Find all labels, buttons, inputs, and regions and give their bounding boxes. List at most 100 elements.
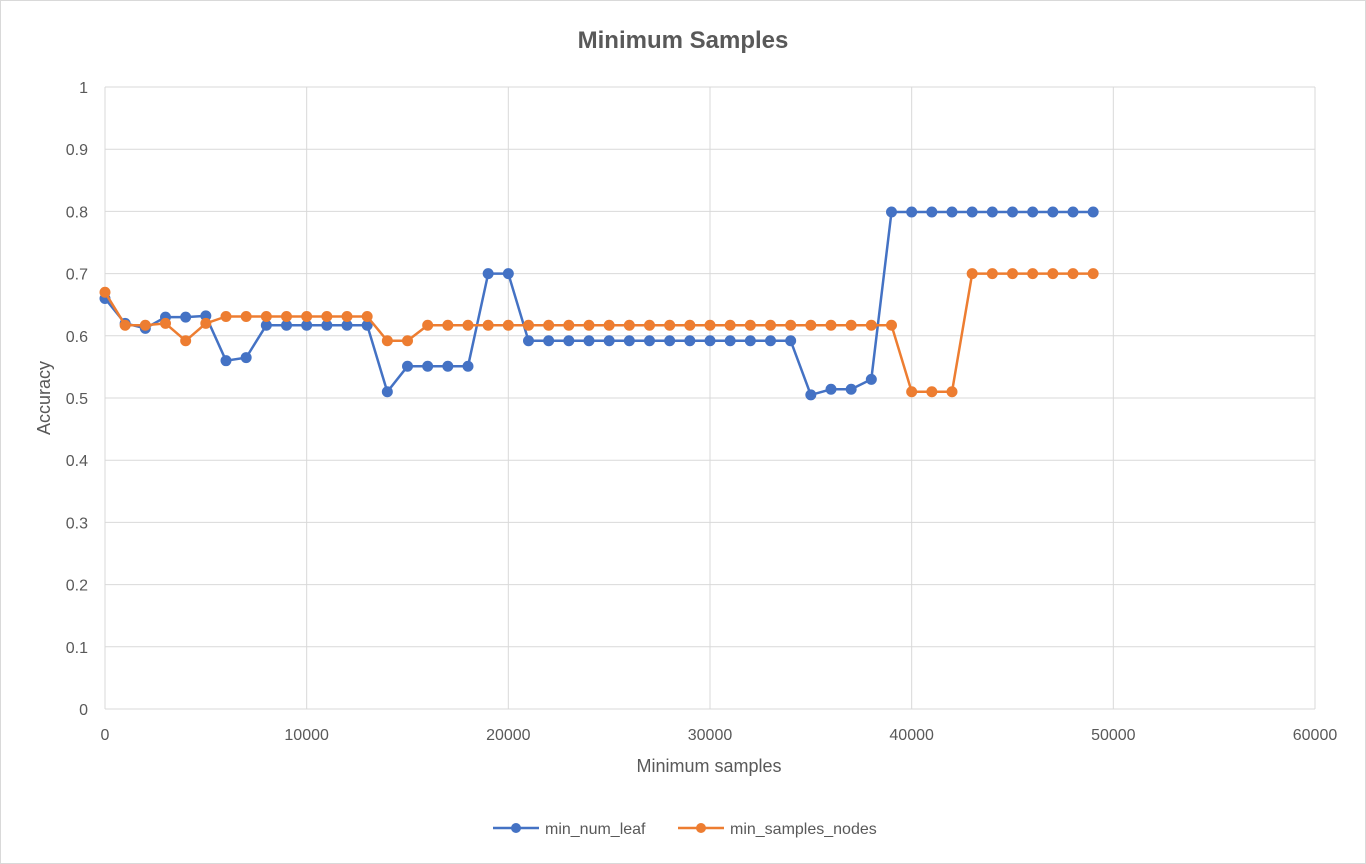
- legend-swatch-marker: [511, 823, 521, 833]
- x-axis-title: Minimum samples: [636, 756, 781, 776]
- data-point: [99, 286, 111, 298]
- data-point: [744, 335, 756, 347]
- y-tick-label: 0.6: [66, 329, 88, 346]
- data-point: [926, 386, 938, 398]
- data-point: [845, 383, 857, 395]
- data-point: [563, 335, 575, 347]
- data-point: [180, 311, 192, 323]
- legend-item: min_num_leaf: [493, 821, 646, 838]
- data-point: [462, 360, 474, 372]
- y-tick-label: 0.2: [66, 578, 88, 595]
- legend-label: min_samples_nodes: [730, 821, 877, 838]
- data-point: [301, 311, 313, 323]
- data-point: [825, 319, 837, 331]
- data-point: [220, 355, 232, 367]
- x-tick-label: 60000: [1293, 727, 1338, 744]
- y-axis-title: Accuracy: [34, 361, 54, 435]
- data-point: [583, 319, 595, 331]
- data-point: [422, 360, 434, 372]
- tick-labels: 0 0.1 0.2 0.3 0.4 0.5 0.6 0.7 0.8 0.9 1 0 10000 20000…: [66, 80, 1338, 744]
- x-tick-label: 10000: [284, 727, 329, 744]
- y-tick-label: 0: [79, 702, 88, 719]
- data-point: [523, 319, 534, 331]
- x-tick-label: 40000: [889, 727, 934, 744]
- legend-swatch-marker: [696, 823, 706, 833]
- data-point: [886, 206, 897, 218]
- data-point: [1047, 206, 1059, 218]
- data-point: [785, 319, 797, 331]
- data-point: [563, 319, 575, 331]
- data-point: [583, 335, 595, 347]
- data-point: [744, 319, 756, 331]
- data-point: [1007, 206, 1018, 218]
- data-point: [644, 319, 655, 331]
- data-point: [1047, 268, 1059, 280]
- data-point: [1027, 268, 1039, 280]
- data-point: [724, 335, 736, 347]
- data-point: [1007, 268, 1018, 280]
- data-point: [886, 319, 897, 331]
- data-point: [1067, 206, 1079, 218]
- series-line: [103, 272, 1094, 394]
- data-point: [986, 268, 998, 280]
- data-point: [240, 352, 252, 364]
- y-tick-label: 0.5: [66, 391, 88, 408]
- data-point: [644, 335, 655, 347]
- data-point: [523, 335, 534, 347]
- data-point: [482, 319, 494, 331]
- data-point: [986, 206, 998, 218]
- x-tick-label: 50000: [1091, 727, 1136, 744]
- data-point: [543, 335, 555, 347]
- x-tick-label: 30000: [688, 727, 733, 744]
- data-point: [462, 319, 474, 331]
- series-line: [104, 210, 1094, 397]
- y-tick-label: 0.1: [66, 640, 88, 657]
- x-tick-label: 0: [101, 727, 110, 744]
- data-point: [765, 335, 776, 347]
- data-point: [623, 335, 635, 347]
- data-point: [139, 319, 151, 331]
- data-point: [160, 317, 171, 329]
- y-tick-label: 0.9: [66, 142, 88, 159]
- data-point: [865, 319, 877, 331]
- data-point: [704, 319, 716, 331]
- gridlines: [104, 86, 1316, 710]
- x-tick-label: 20000: [486, 727, 531, 744]
- y-tick-label: 0.4: [66, 453, 88, 470]
- legend: min_num_leaf min_samples_nodes: [493, 821, 877, 838]
- y-tick-label: 0.8: [66, 204, 88, 221]
- data-point: [442, 319, 454, 331]
- legend-label: min_num_leaf: [545, 821, 646, 838]
- data-point: [402, 335, 413, 347]
- data-point: [381, 335, 393, 347]
- data-point: [1067, 268, 1079, 280]
- data-point: [603, 335, 615, 347]
- data-point: [422, 319, 434, 331]
- data-point: [341, 311, 353, 323]
- data-point: [1027, 206, 1039, 218]
- data-point: [502, 268, 514, 280]
- data-point: [865, 373, 877, 385]
- series-layer: [99, 206, 1099, 401]
- data-point: [603, 319, 615, 331]
- data-point: [906, 386, 918, 398]
- data-point: [785, 335, 797, 347]
- data-point: [966, 268, 978, 280]
- data-point: [966, 206, 978, 218]
- chart-title: Minimum Samples: [578, 27, 789, 54]
- data-point: [321, 311, 333, 323]
- data-point: [180, 335, 192, 347]
- data-point: [684, 335, 696, 347]
- data-point: [845, 319, 857, 331]
- data-point: [220, 311, 232, 323]
- y-tick-label: 1: [79, 80, 88, 97]
- data-point: [664, 319, 676, 331]
- data-point: [281, 311, 292, 323]
- data-point: [724, 319, 736, 331]
- data-point: [1087, 268, 1099, 280]
- data-point: [765, 319, 776, 331]
- data-point: [442, 360, 454, 372]
- series-min_num_leaf: [99, 206, 1099, 401]
